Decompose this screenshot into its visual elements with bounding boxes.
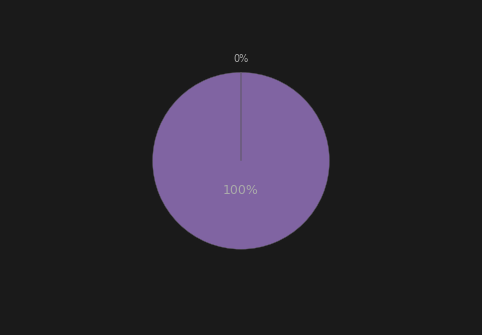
Wedge shape	[153, 72, 329, 249]
Text: 100%: 100%	[223, 184, 259, 197]
Text: 0%: 0%	[233, 54, 249, 64]
